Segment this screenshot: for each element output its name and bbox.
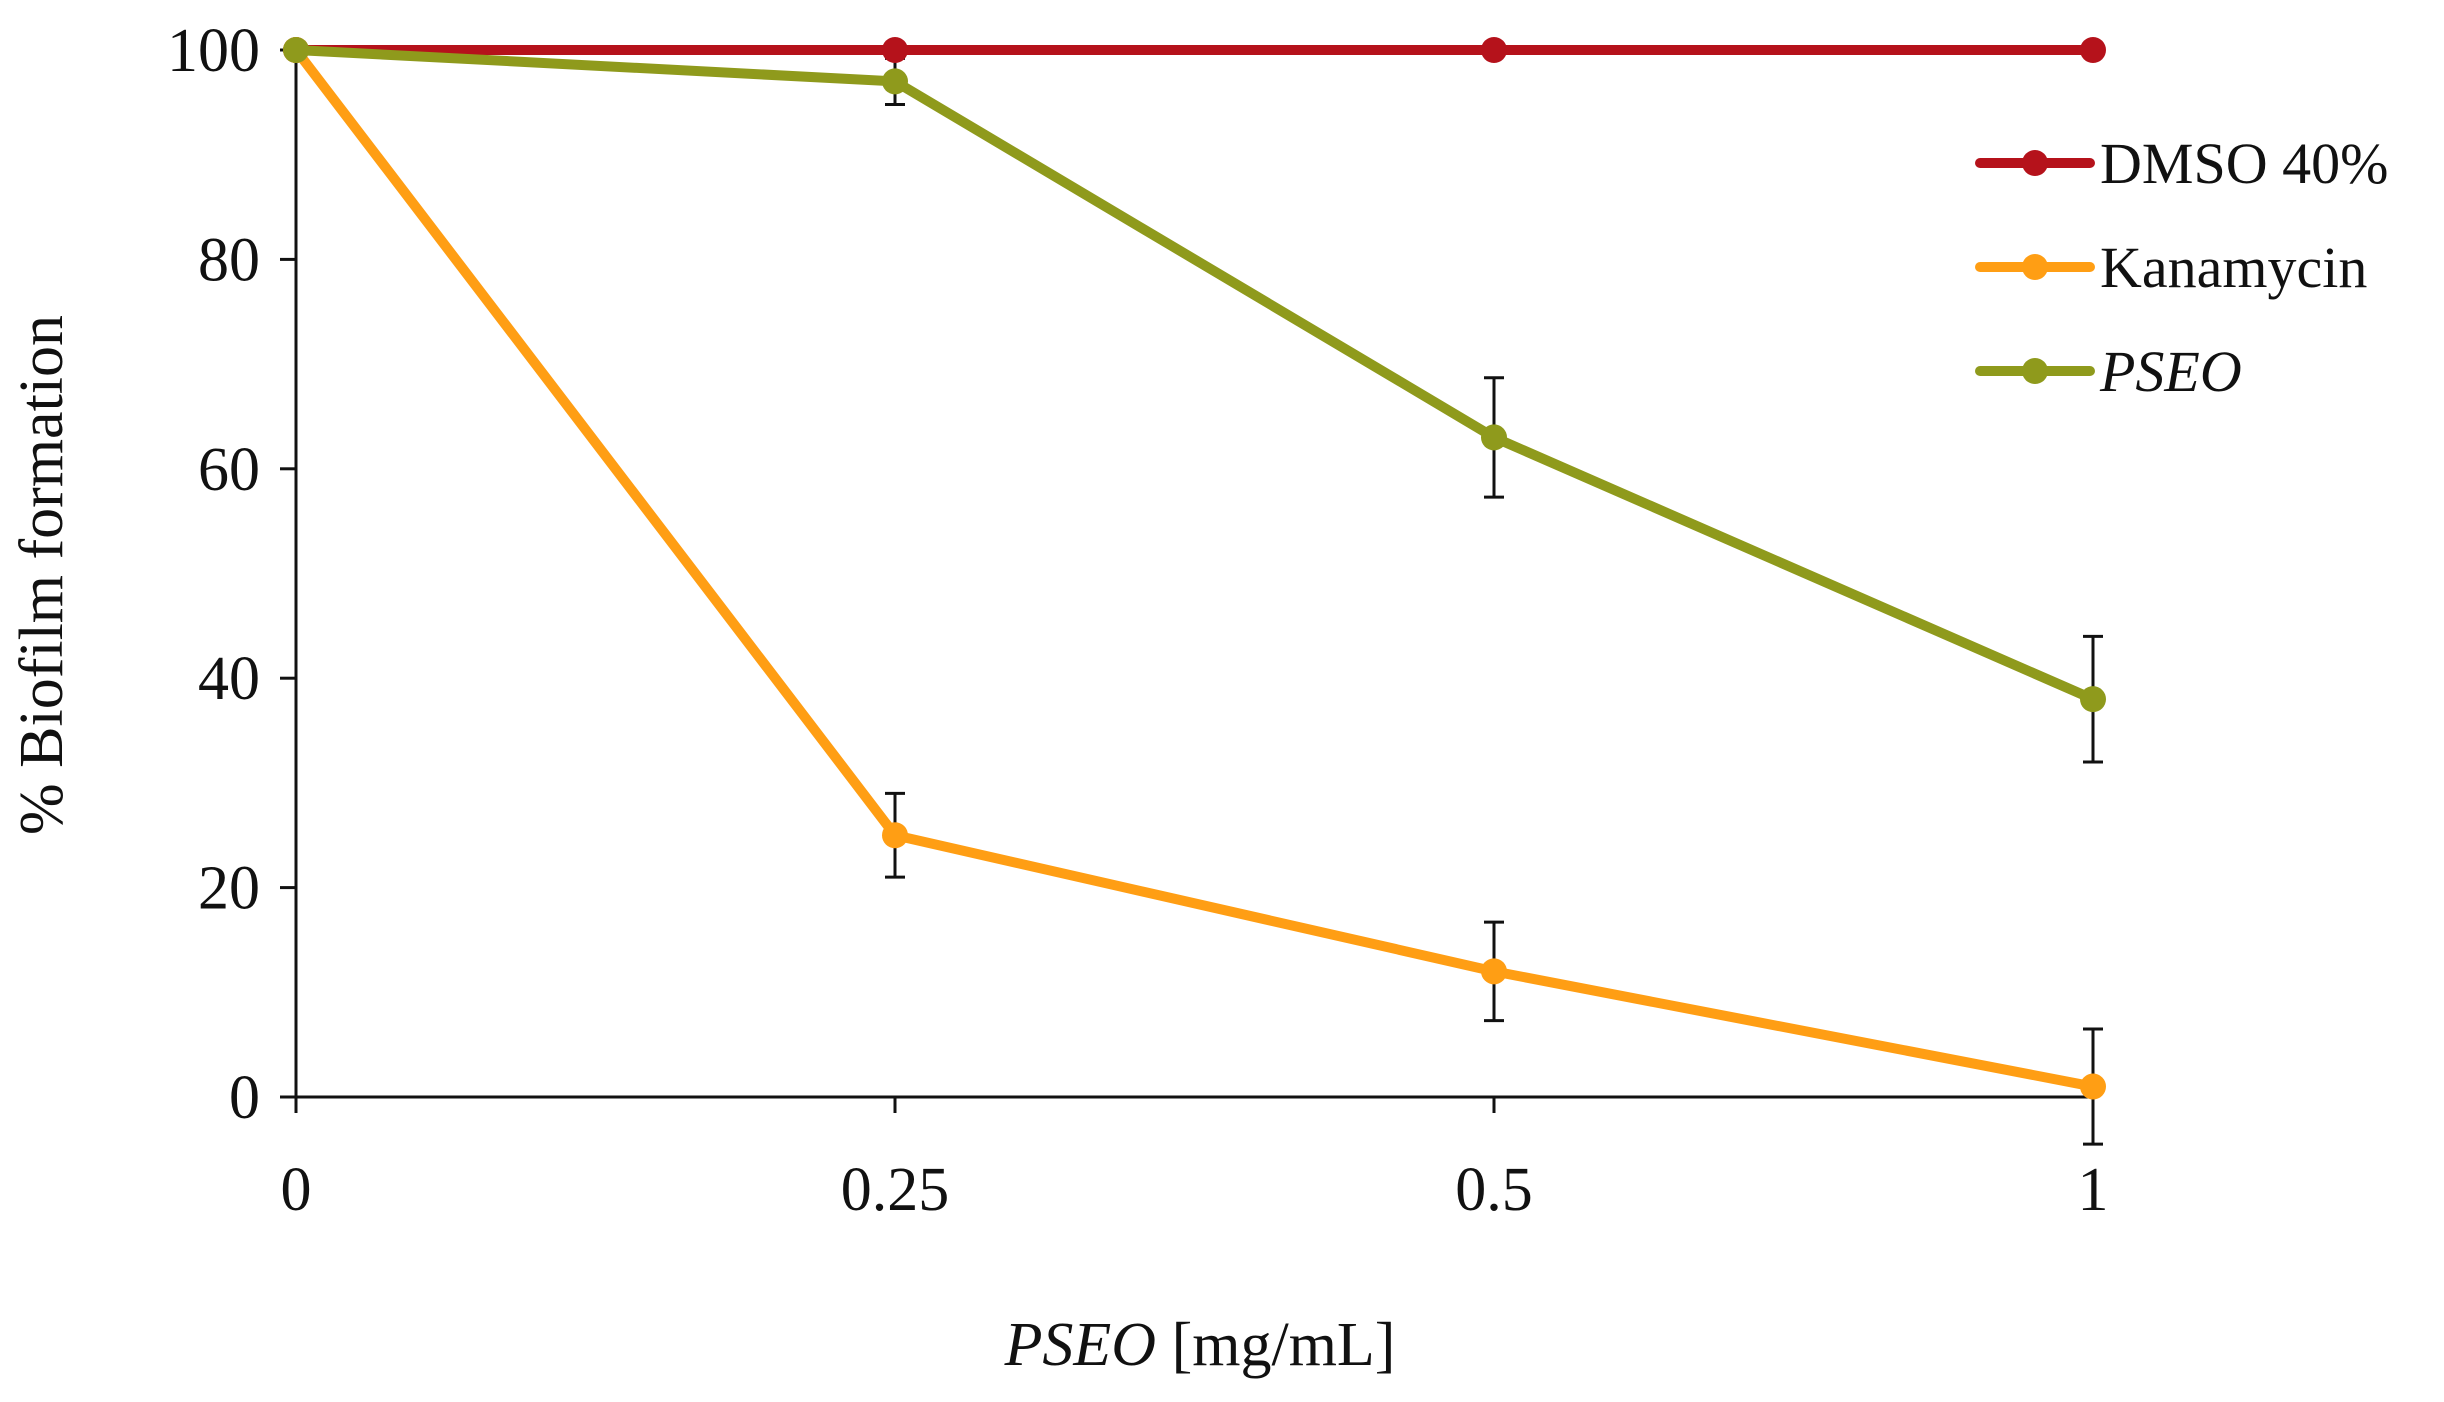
y-tick-label: 20	[198, 855, 260, 923]
axes: 0 20 40 60 80 100 0 0.25 0.5 1	[167, 17, 2109, 1224]
legend-marker-pseo	[2022, 358, 2048, 384]
legend-marker-kanamycin	[2022, 254, 2048, 280]
y-tick-label: 40	[198, 645, 260, 713]
legend-marker-dmso-40	[2022, 150, 2048, 176]
y-tick-label: 80	[198, 226, 260, 294]
x-axis-title: PSEO [mg/mL]	[1004, 1311, 1396, 1379]
x-axis-title-italic: PSEO	[1004, 1311, 1157, 1379]
y-tick-label: 0	[229, 1064, 260, 1132]
x-tick-label: 0.25	[841, 1156, 950, 1224]
data-point-pseo	[2080, 686, 2106, 713]
x-axis-title-unit: [mg/mL]	[1156, 1311, 1395, 1379]
data-point-kanamycin	[882, 822, 908, 849]
y-tick-label: 100	[167, 17, 260, 85]
x-tick-label: 1	[2078, 1156, 2109, 1224]
series-lines	[283, 37, 2106, 1100]
data-point-dmso-40	[1481, 37, 1507, 63]
x-tick-label: 0	[281, 1156, 312, 1224]
data-point-dmso-40	[882, 37, 908, 63]
series-line-pseo	[291, 45, 2098, 705]
data-point-kanamycin	[2080, 1073, 2106, 1100]
legend-label-kanamycin: Kanamycin	[2100, 235, 2367, 300]
y-axis-title: % Biofilm formation	[8, 315, 76, 835]
legend-label-pseo: PSEO	[2099, 339, 2242, 404]
data-point-pseo	[1481, 424, 1507, 451]
y-tick-label: 60	[198, 436, 260, 504]
data-point-kanamycin	[1481, 958, 1507, 985]
data-point-pseo	[283, 37, 309, 63]
legend: DMSO 40% Kanamycin PSEO	[1975, 131, 2388, 404]
data-point-pseo	[882, 68, 908, 95]
x-tick-label: 0.5	[1455, 1156, 1533, 1224]
series-line-kanamycin	[291, 45, 2098, 1092]
legend-label-dmso-40: DMSO 40%	[2100, 131, 2388, 196]
data-point-dmso-40	[2080, 37, 2106, 63]
